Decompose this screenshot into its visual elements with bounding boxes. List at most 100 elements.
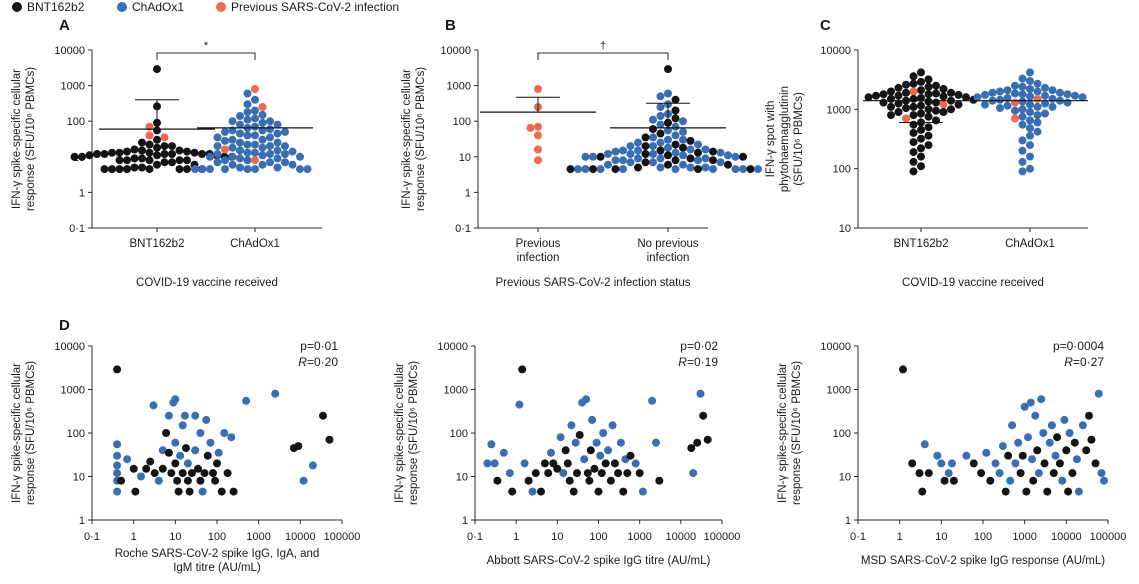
data-point [160, 158, 169, 167]
data-point [939, 100, 948, 109]
data-point [686, 145, 695, 154]
data-point [679, 135, 687, 144]
data-point [229, 487, 238, 496]
data-point [113, 365, 122, 374]
data-point [153, 160, 161, 169]
x-tick-label: 10000 [285, 531, 316, 543]
y-tick-label: 10 [73, 472, 85, 484]
data-point [171, 459, 180, 468]
data-point [998, 442, 1007, 451]
x-tick-label: 1000 [627, 531, 651, 543]
data-point [1065, 429, 1074, 437]
data-point [671, 165, 680, 174]
data-point [149, 401, 158, 410]
data-point [1041, 91, 1049, 100]
data-point [686, 136, 695, 145]
x-tick-label: 100 [208, 531, 226, 543]
data-point [258, 103, 267, 111]
data-point [221, 136, 229, 145]
data-point [610, 459, 619, 468]
data-point [589, 152, 597, 161]
data-point [917, 77, 925, 86]
data-point [693, 438, 702, 447]
data-point [258, 135, 267, 144]
data-point [664, 151, 672, 160]
category-label: infection [647, 252, 690, 264]
panel-3: C 10 100 1000 10000 IFN-γ spot with phytohaema… [765, 17, 1088, 289]
data-point [631, 459, 640, 468]
data-point [589, 165, 597, 174]
data-point [242, 396, 251, 405]
data-point [1091, 459, 1100, 468]
data-point [190, 148, 199, 157]
data-point [894, 99, 903, 108]
data-point [1043, 487, 1052, 496]
data-point [924, 469, 933, 478]
data-point [194, 464, 202, 473]
data-point [1001, 487, 1010, 496]
data-point [909, 128, 918, 137]
data-point [701, 154, 710, 163]
data-point [173, 476, 182, 485]
data-point [221, 145, 229, 154]
data-point [213, 142, 222, 151]
data-point [1049, 469, 1058, 478]
data-point [1062, 446, 1071, 455]
data-point [947, 88, 955, 97]
data-point [597, 469, 606, 478]
data-point [962, 451, 971, 460]
data-point [227, 433, 236, 442]
data-point [917, 68, 925, 77]
data-point [553, 464, 562, 473]
data-point [1018, 82, 1027, 91]
data-point [243, 100, 252, 109]
data-point [1008, 421, 1017, 430]
data-point [266, 133, 274, 142]
data-point [214, 448, 223, 457]
data-point [115, 165, 124, 174]
data-point [686, 154, 695, 163]
data-point [991, 459, 1000, 468]
data-point [526, 123, 535, 132]
data-point [1048, 102, 1057, 111]
data-point [251, 122, 259, 131]
data-point [154, 476, 163, 485]
data-point [158, 464, 167, 473]
x-axis-label: Roche SARS-CoV-2 spike IgG, IgA, and IgM … [115, 548, 320, 574]
data-point [153, 65, 161, 74]
data-point [85, 151, 94, 160]
data-point [137, 472, 145, 481]
y-tick-label: 100 [67, 428, 85, 440]
data-point [1100, 476, 1108, 485]
data-point [580, 455, 589, 464]
data-point [236, 163, 244, 172]
data-point [1016, 469, 1025, 478]
data-point [611, 156, 620, 165]
data-point [917, 86, 925, 95]
y-tick-label: 1000 [447, 81, 471, 93]
significance-marker: * [204, 40, 209, 52]
data-point [251, 85, 259, 93]
data-point [608, 421, 617, 430]
data-point [559, 469, 568, 478]
y-tick-label: 1000 [444, 385, 468, 397]
data-point [664, 89, 672, 98]
data-point [113, 440, 122, 449]
data-point [652, 438, 660, 447]
data-point [1056, 88, 1064, 97]
data-point [236, 112, 244, 120]
data-point [123, 147, 131, 156]
data-point [544, 469, 553, 478]
data-point [145, 156, 154, 165]
data-point [1004, 451, 1013, 460]
y-tick-label: 1 [79, 187, 85, 199]
data-point [606, 476, 615, 485]
data-point [243, 115, 252, 124]
data-point [924, 105, 933, 114]
r-value: R=0·19 [678, 355, 718, 369]
data-point [236, 129, 244, 138]
data-point [909, 102, 918, 111]
data-point [1018, 74, 1027, 83]
data-point [273, 138, 282, 147]
data-point [183, 165, 191, 174]
